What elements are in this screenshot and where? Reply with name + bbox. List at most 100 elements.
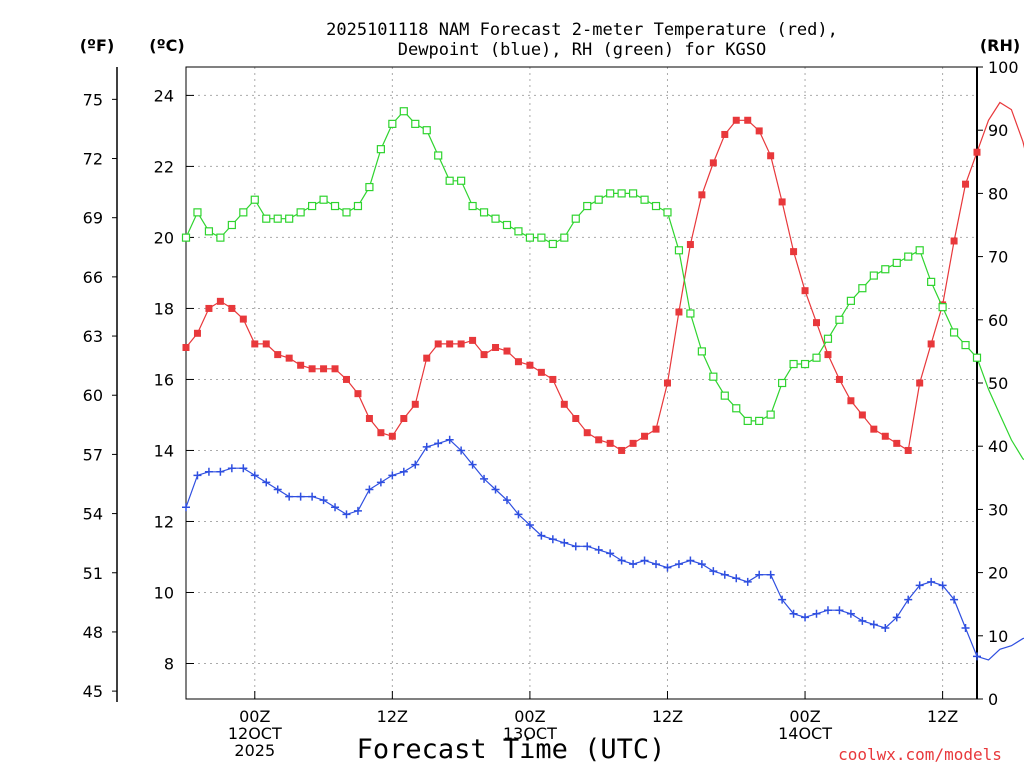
dewpoint-point xyxy=(525,521,534,530)
rh-point xyxy=(628,189,638,198)
temperature-point xyxy=(205,304,213,312)
fahrenheit-tick-label: 63 xyxy=(83,327,103,346)
dewpoint-point xyxy=(422,442,431,451)
temperature-point xyxy=(893,439,901,447)
dewpoint-point xyxy=(376,478,385,487)
temperature-point xyxy=(216,297,224,305)
celsius-tick-label: 22 xyxy=(154,157,174,176)
dewpoint-point xyxy=(858,616,867,625)
fahrenheit-tick-label: 51 xyxy=(83,564,103,583)
dewpoint-point xyxy=(480,474,489,483)
temperature-point xyxy=(274,351,282,359)
credit-label: coolwx.com/models xyxy=(838,745,1002,764)
temperature-point xyxy=(537,368,545,376)
rh-point xyxy=(743,416,752,426)
rh-point xyxy=(308,201,317,211)
temperature-point xyxy=(629,439,637,447)
dewpoint-point xyxy=(331,503,340,512)
rh-point xyxy=(365,182,374,192)
rh-point xyxy=(709,372,718,381)
temperature-point xyxy=(709,159,717,167)
dewpoint-point xyxy=(285,492,294,501)
rh-point xyxy=(468,201,477,211)
temperature-point xyxy=(835,375,843,383)
dewpoint-point xyxy=(537,531,546,540)
temperature-point xyxy=(572,415,580,423)
rh-point xyxy=(674,246,684,255)
rh-point xyxy=(227,220,236,230)
temperature-point xyxy=(847,397,855,405)
rh-point xyxy=(273,214,282,223)
x-tick-label: 12Z xyxy=(377,707,408,726)
rh-point xyxy=(972,353,982,362)
rh-point xyxy=(399,107,408,116)
rh-point xyxy=(766,410,775,419)
temperature-point xyxy=(824,351,832,359)
x-tick-label: 2025 xyxy=(234,741,275,760)
fahrenheit-tick-label: 75 xyxy=(83,90,103,109)
temperature-point xyxy=(354,390,362,398)
temperature-point xyxy=(480,351,488,359)
dewpoint-point xyxy=(789,609,798,618)
temperature-point xyxy=(228,304,236,312)
rh-point xyxy=(800,359,810,369)
rh-point xyxy=(514,227,523,236)
dewpoint-point xyxy=(812,609,821,618)
rh-point xyxy=(457,176,466,185)
rh-tick-label: 90 xyxy=(988,121,1008,140)
dewpoint-point xyxy=(216,467,225,476)
fahrenheit-tick-label: 48 xyxy=(83,623,103,642)
dewpoint-point xyxy=(227,464,236,473)
dewpoint-point xyxy=(823,606,832,615)
temperature-point xyxy=(514,358,522,366)
temperature-point xyxy=(962,180,970,188)
dewpoint-point xyxy=(193,471,202,480)
dewpoint-point xyxy=(388,471,397,480)
temperature-point xyxy=(686,241,694,249)
temperature-point xyxy=(331,365,339,373)
temperature-point xyxy=(469,336,477,344)
temperature-point xyxy=(790,248,798,256)
rh-point xyxy=(869,271,878,280)
rh-point xyxy=(548,239,557,249)
rh-tick-label: 10 xyxy=(988,627,1008,646)
temperature-point xyxy=(446,340,454,348)
rh-point xyxy=(835,315,844,324)
dewpoint-point xyxy=(904,595,913,604)
temperature-point xyxy=(342,375,350,383)
rh-point xyxy=(491,214,500,223)
temperature-point xyxy=(262,340,270,348)
chart-title-line2: Dewpoint (blue), RH (green) for KGSO xyxy=(398,40,766,60)
dewpoint-point xyxy=(399,467,408,476)
rh-point xyxy=(915,246,924,255)
dewpoint-point xyxy=(468,460,477,469)
dewpoint-point xyxy=(973,652,981,661)
celsius-tick-label: 20 xyxy=(154,228,174,247)
plot-frame xyxy=(185,66,978,700)
dewpoint-point xyxy=(778,595,787,604)
fahrenheit-tick-label: 69 xyxy=(83,209,103,228)
temperature-point xyxy=(778,198,786,206)
temperature-point xyxy=(698,191,706,199)
rh-point xyxy=(697,347,706,356)
rh-tick-label: 20 xyxy=(988,564,1008,583)
dewpoint-point xyxy=(594,545,603,554)
rh-point xyxy=(617,189,626,198)
rh-point xyxy=(216,233,225,242)
temperature-point xyxy=(320,365,328,373)
rh-point xyxy=(560,233,569,242)
rh-point xyxy=(686,309,695,318)
rh-point xyxy=(262,214,271,223)
series-group xyxy=(181,101,1024,661)
temperature-point xyxy=(916,379,924,387)
rh-point xyxy=(640,195,649,204)
x-tick-label: 12OCT xyxy=(228,724,282,743)
temperature-point xyxy=(526,361,534,369)
temperature-point xyxy=(457,340,465,348)
temperature-point xyxy=(595,436,603,444)
rh-point xyxy=(342,208,351,217)
dewpoint-point xyxy=(411,460,420,469)
rh-tick-label: 60 xyxy=(988,311,1008,330)
dewpoint-point xyxy=(697,560,706,569)
temperature-point xyxy=(411,400,419,408)
